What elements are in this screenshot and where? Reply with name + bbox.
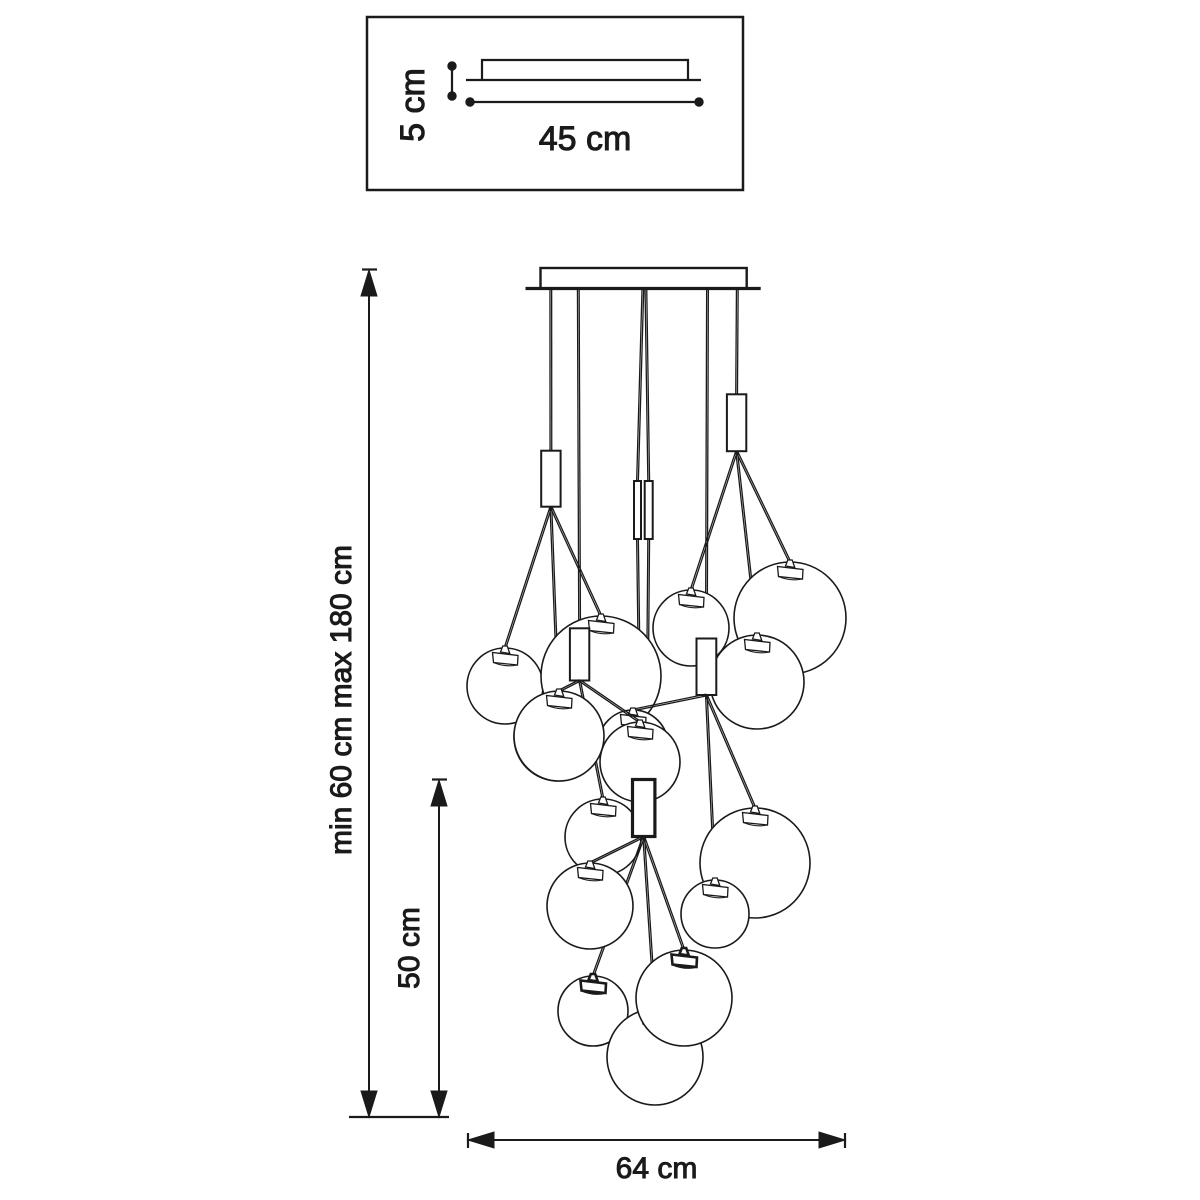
svg-text:45 cm: 45 cm: [539, 120, 632, 158]
svg-text:50 cm: 50 cm: [393, 907, 426, 989]
svg-text:5 cm: 5 cm: [394, 68, 432, 142]
svg-text:min 60 cm max 180 cm: min 60 cm max 180 cm: [325, 545, 358, 855]
svg-text:64 cm: 64 cm: [616, 1152, 698, 1185]
